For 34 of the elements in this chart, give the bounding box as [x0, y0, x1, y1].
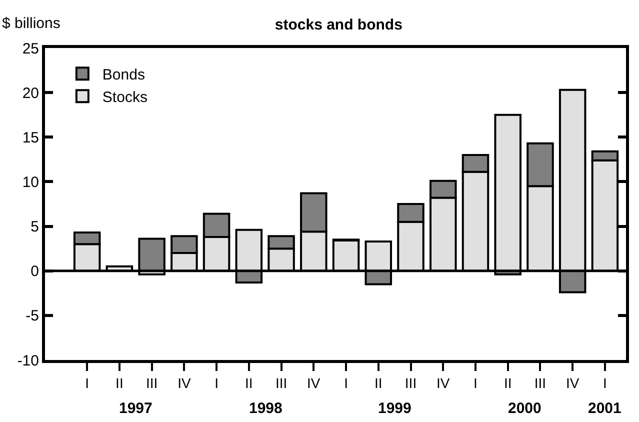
- x-tick-label: IV: [307, 374, 321, 391]
- y-tick-label: -10: [17, 352, 39, 370]
- y-tick-label: 10: [22, 174, 39, 191]
- text: 2000: [508, 400, 542, 417]
- x-tick-label: I: [85, 374, 90, 391]
- y-tick-label: 20: [22, 84, 39, 102]
- x-tick-label: IV: [436, 374, 450, 391]
- x-tick-label: II: [116, 374, 124, 391]
- chart-title: stocks and bonds: [274, 16, 402, 34]
- x-tick-label: II: [245, 374, 253, 391]
- legend-label: Stocks: [102, 88, 148, 106]
- x-tick-label: III: [404, 374, 417, 391]
- x-tick-label: III: [534, 374, 546, 391]
- x-tick-label: II: [504, 374, 512, 391]
- y-axis-title: $ billions: [2, 15, 60, 32]
- y-tick-label: 15: [22, 129, 39, 146]
- y-tick-label: -5: [26, 308, 39, 325]
- text: 1998: [249, 400, 282, 417]
- text: 1999: [378, 400, 412, 417]
- text: 2001: [588, 400, 622, 417]
- x-tick-label: IV: [178, 374, 192, 391]
- x-tick-label: I: [214, 374, 218, 391]
- y-tick-label: 5: [30, 218, 39, 236]
- x-tick-label: I: [603, 374, 607, 391]
- x-tick-label: III: [275, 374, 288, 391]
- x-tick-label: I: [474, 374, 478, 391]
- y-tick-label: 25: [22, 40, 39, 58]
- x-tick-label: I: [344, 374, 348, 391]
- y-tick-label: 0: [30, 263, 39, 280]
- x-tick-label: III: [146, 374, 158, 391]
- x-tick-label: II: [374, 374, 382, 391]
- legend-label: Bonds: [102, 66, 145, 84]
- x-tick-label: IV: [566, 374, 580, 391]
- text: 1997: [119, 400, 152, 417]
